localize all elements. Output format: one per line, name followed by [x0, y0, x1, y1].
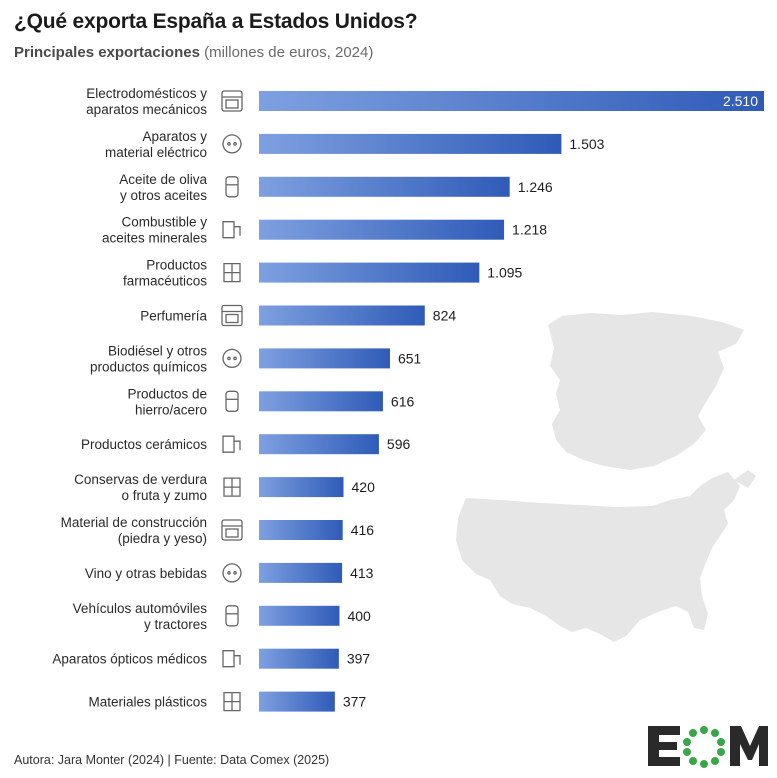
subtitle-main: Principales exportaciones	[14, 44, 200, 61]
subtitle-unit: (millones de euros, 2024)	[204, 44, 374, 61]
value-label-8: 616	[391, 393, 415, 409]
value-label-7: 651	[398, 350, 422, 366]
bar-9	[259, 434, 379, 455]
category-label-5: Productos farmacéuticos	[123, 258, 207, 289]
chart-title: ¿Qué exporta España a Estados Unidos?	[14, 10, 418, 33]
bar-13	[259, 605, 340, 626]
wine-bottles-icon	[222, 563, 242, 583]
category-label-2: Aparatos y material eléctrico	[105, 129, 207, 160]
value-label-9: 596	[387, 436, 411, 452]
eom-logo	[644, 722, 770, 770]
bar-14	[259, 648, 339, 669]
category-label-8: Productos de hierro/acero	[127, 386, 207, 417]
bar-5	[259, 262, 480, 283]
value-label-6: 824	[433, 308, 457, 324]
value-label-15: 377	[343, 694, 367, 710]
value-label-12: 413	[350, 565, 374, 581]
category-label-11: Material de construcción (piedra y yeso)	[61, 515, 207, 546]
value-label-13: 400	[347, 608, 371, 624]
logo-o-dots-icon	[683, 726, 725, 768]
value-label-11: 416	[351, 522, 375, 538]
fuel-pump-icon	[222, 221, 241, 239]
category-label-15: Materiales plásticos	[88, 695, 207, 710]
category-label-9: Productos cerámicos	[81, 437, 207, 452]
perfume-bottle-icon	[221, 304, 243, 327]
bolt-nut-icon	[225, 390, 239, 412]
plug-socket-icon	[222, 134, 242, 154]
value-label-14: 397	[347, 651, 371, 667]
usa-map	[456, 470, 756, 642]
icons-group	[221, 90, 243, 712]
category-label-7: Biodiésel y otros productos químicos	[90, 343, 207, 374]
value-label-3: 1.246	[518, 179, 553, 195]
category-label-13: Vehículos automóviles y tractores	[73, 601, 208, 632]
bar-7	[259, 348, 390, 369]
chemical-barrel-icon	[222, 348, 242, 369]
spain-map	[548, 312, 744, 470]
medicine-jar-icon	[223, 262, 241, 283]
plastic-bag-icon	[223, 691, 241, 712]
chart-subtitle: Principales exportaciones (millones de e…	[14, 44, 373, 61]
category-label-3: Aceite de oliva y otros aceites	[119, 172, 207, 203]
footer-credits: Autora: Jara Monter (2024) | Fuente: Dat…	[14, 753, 330, 767]
bar-1	[259, 91, 764, 111]
bar-3	[259, 176, 510, 197]
bar-10	[259, 477, 344, 498]
category-label-10: Conservas de verdura o fruta y zumo	[74, 472, 207, 503]
oven-icon	[221, 90, 243, 112]
value-label-2: 1.503	[569, 136, 604, 152]
value-label-10: 420	[352, 479, 376, 495]
value-label-4: 1.218	[512, 222, 547, 238]
value-label-1: 2.510	[723, 93, 758, 109]
bar-15	[259, 691, 335, 712]
bar-4	[259, 219, 505, 240]
value-label-5: 1.095	[487, 265, 522, 281]
category-label-1: Electrodomésticos y aparatos mecánicos	[86, 86, 207, 117]
medical-scanner-icon	[222, 650, 241, 668]
bars-group: 2.510 Electrodomésticos y aparatos mecánic…	[52, 86, 764, 712]
ceramic-tile-icon	[222, 435, 241, 453]
fruit-icon	[223, 477, 241, 497]
olive-branch-icon	[225, 176, 239, 198]
van-icon	[225, 605, 239, 627]
bar-11	[259, 520, 343, 540]
bar-6	[259, 305, 425, 326]
category-label-14: Aparatos ópticos médicos	[52, 652, 207, 667]
brick-trowel-icon	[221, 519, 243, 541]
bar-12	[259, 562, 343, 583]
category-label-12: Vino y otras bebidas	[85, 566, 207, 581]
category-label-6: Perfumería	[140, 309, 207, 324]
bar-2	[259, 133, 562, 154]
category-label-4: Combustible y aceites minerales	[102, 215, 207, 246]
bar-8	[259, 391, 383, 412]
